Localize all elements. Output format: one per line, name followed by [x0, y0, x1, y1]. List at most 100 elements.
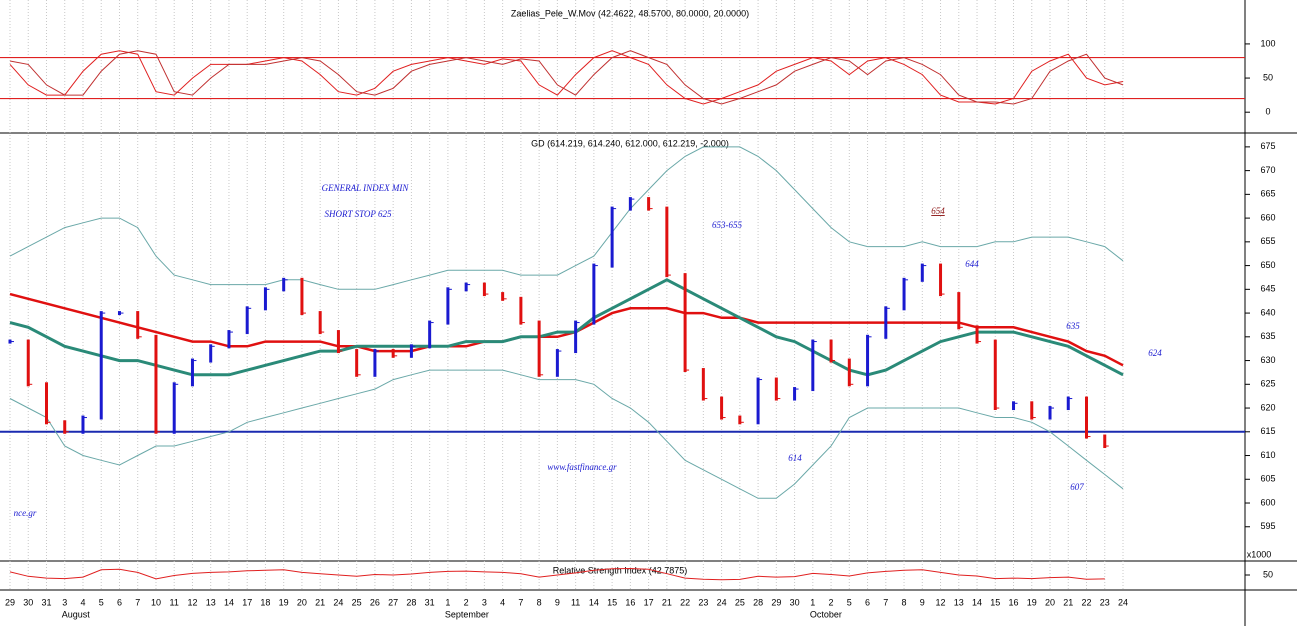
y-tick-label: 100: [1260, 38, 1275, 48]
annotation: 635: [1066, 321, 1080, 331]
x-tick-label: 3: [62, 597, 67, 607]
panel-title: Zaelias_Pele_W.Mov (42.4622, 48.5700, 80…: [511, 8, 749, 18]
annotation: 644: [965, 259, 979, 269]
panel-title: GD (614.219, 614.240, 612.000, 612.219, …: [531, 138, 729, 148]
x-tick-label: 7: [135, 597, 140, 607]
series-line: [9, 146, 1124, 290]
x-tick-label: 30: [790, 597, 800, 607]
annotation: 607: [1070, 482, 1084, 492]
x-tick-label: 6: [117, 597, 122, 607]
annotation: 624: [1148, 348, 1162, 358]
x-tick-label: 16: [1009, 597, 1019, 607]
y-tick-label: 675: [1260, 141, 1275, 151]
y-tick-label: 50: [1263, 72, 1273, 82]
x-tick-label: 8: [537, 597, 542, 607]
x-tick-label: 29: [5, 597, 15, 607]
x-tick-label: 11: [170, 597, 179, 607]
x-tick-label: 21: [1063, 597, 1073, 607]
y-tick-label: 660: [1260, 212, 1275, 222]
x-tick-label: 7: [518, 597, 523, 607]
month-label: October: [810, 609, 842, 619]
y-tick-label: 635: [1260, 331, 1275, 341]
y-tick-label: 610: [1260, 450, 1275, 460]
x-tick-label: 13: [206, 597, 216, 607]
y-tick-label: 650: [1260, 260, 1275, 270]
x-tick-label: 19: [279, 597, 289, 607]
month-label: September: [445, 609, 489, 619]
y-tick-label: 595: [1260, 521, 1275, 531]
y-tick-label: 630: [1260, 355, 1275, 365]
series-line: [9, 567, 1105, 581]
x-tick-label: 27: [388, 597, 398, 607]
x-tick-label: 20: [1045, 597, 1055, 607]
x-tick-label: 22: [1082, 597, 1092, 607]
x-tick-label: 10: [151, 597, 161, 607]
y-tick-label: 670: [1260, 165, 1275, 175]
y-tick-label: 620: [1260, 402, 1275, 412]
x-tick-label: 13: [954, 597, 964, 607]
x-tick-label: 2: [829, 597, 834, 607]
series-line: [9, 278, 1124, 377]
x-tick-label: 6: [865, 597, 870, 607]
x-tick-label: 9: [920, 597, 925, 607]
y-tick-label: 50: [1263, 569, 1273, 579]
x-tick-label: 5: [847, 597, 852, 607]
x-tick-label: 23: [698, 597, 708, 607]
series-line: [9, 292, 1124, 367]
x-tick-label: 31: [425, 597, 435, 607]
annotation: 653-655: [712, 220, 742, 230]
x-tick-label: 28: [406, 597, 416, 607]
x-tick-label: 22: [680, 597, 690, 607]
x-tick-label: 30: [23, 597, 33, 607]
x-tick-label: 1: [810, 597, 815, 607]
annotation: 614: [788, 453, 802, 463]
y-tick-label: 605: [1260, 474, 1275, 484]
x-tick-label: 7: [883, 597, 888, 607]
y-tick-label: 625: [1260, 379, 1275, 389]
x-tick-label: 24: [717, 597, 727, 607]
x-tick-label: 1: [445, 597, 450, 607]
x-tick-label: 21: [315, 597, 325, 607]
y-tick-label: 615: [1260, 426, 1275, 436]
y-tick-label: 665: [1260, 189, 1275, 199]
x-tick-label: 4: [80, 597, 85, 607]
x-tick-label: 15: [607, 597, 617, 607]
x-tick-label: 3: [482, 597, 487, 607]
x-tick-label: 29: [771, 597, 781, 607]
x-tick-label: 9: [555, 597, 560, 607]
x-tick-label: 2: [464, 597, 469, 607]
x-tick-label: 14: [224, 597, 234, 607]
annotation: www.fastfinance.gr: [547, 462, 617, 472]
series-line: [9, 50, 1124, 105]
x-tick-label: 11: [571, 597, 580, 607]
x-tick-label: 26: [370, 597, 380, 607]
x-tick-label: 14: [589, 597, 599, 607]
series-line: [9, 50, 1124, 105]
panel-title: Relative Strength Index (42.7875): [553, 565, 688, 575]
x-tick-label: 5: [99, 597, 104, 607]
x-tick-label: 31: [41, 597, 51, 607]
annotation: nce.gr: [14, 508, 37, 518]
volume-unit: x1000: [1247, 549, 1272, 559]
x-tick-label: 21: [662, 597, 672, 607]
series-line: [9, 369, 1124, 499]
annotation: 654: [931, 206, 945, 216]
x-tick-label: 19: [1027, 597, 1037, 607]
x-tick-label: 25: [735, 597, 745, 607]
x-tick-label: 18: [260, 597, 270, 607]
y-tick-label: 0: [1265, 107, 1270, 117]
x-tick-label: 12: [936, 597, 946, 607]
x-tick-label: 20: [297, 597, 307, 607]
x-tick-label: 15: [990, 597, 1000, 607]
annotation: SHORT STOP 625: [324, 209, 392, 219]
y-tick-label: 645: [1260, 284, 1275, 294]
x-tick-label: 12: [187, 597, 197, 607]
y-tick-label: 640: [1260, 307, 1275, 317]
x-tick-label: 24: [1118, 597, 1128, 607]
y-tick-label: 655: [1260, 236, 1275, 246]
x-tick-label: 28: [753, 597, 763, 607]
x-tick-label: 16: [625, 597, 635, 607]
x-tick-label: 25: [352, 597, 362, 607]
x-tick-label: 8: [902, 597, 907, 607]
